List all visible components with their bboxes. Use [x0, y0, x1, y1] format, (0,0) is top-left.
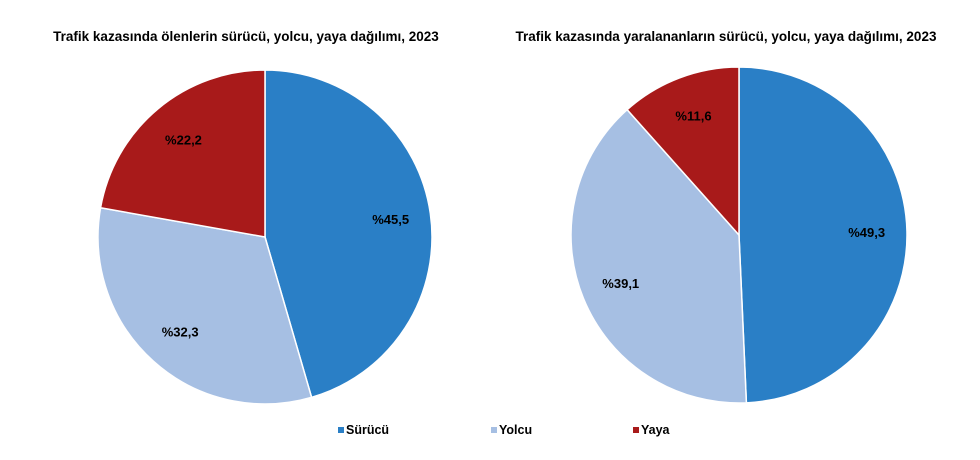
pie-slice-src [738, 66, 908, 404]
chart-title: Trafik kazasında yaralananların sürücü, … [516, 29, 937, 44]
legend-swatch [491, 427, 497, 433]
pie-slice-yaya [99, 69, 266, 238]
chart-title: Trafik kazasında ölenlerin sürücü, yolcu… [53, 29, 439, 44]
legend-item: Sürücü [338, 423, 389, 437]
data-label: %32,3 [162, 324, 199, 339]
pie-chart-2: Trafik kazasında yaralananların sürücü, … [516, 29, 937, 404]
legend-label: Yaya [641, 423, 671, 437]
legend-swatch [338, 427, 344, 433]
pie-slice-yolcu [570, 108, 748, 404]
pie-chart-1: Trafik kazasında ölenlerin sürücü, yolcu… [53, 29, 439, 405]
data-label: %39,1 [602, 276, 639, 291]
pie-slice-yaya [626, 66, 740, 237]
legend-label: Yolcu [499, 423, 532, 437]
legend-swatch [633, 427, 639, 433]
legend: Sürücü Yolcu Yaya [338, 423, 671, 437]
data-label: %49,3 [848, 225, 885, 240]
pie-slice-src [264, 69, 433, 399]
legend-label: Sürücü [346, 423, 389, 437]
data-label: %11,6 [675, 109, 711, 124]
data-label: %22,2 [165, 133, 202, 148]
legend-item: Yolcu [491, 423, 532, 437]
legend-item: Yaya [633, 423, 671, 437]
data-label: %45,5 [372, 212, 409, 227]
pie-slice-yolcu [97, 206, 313, 405]
